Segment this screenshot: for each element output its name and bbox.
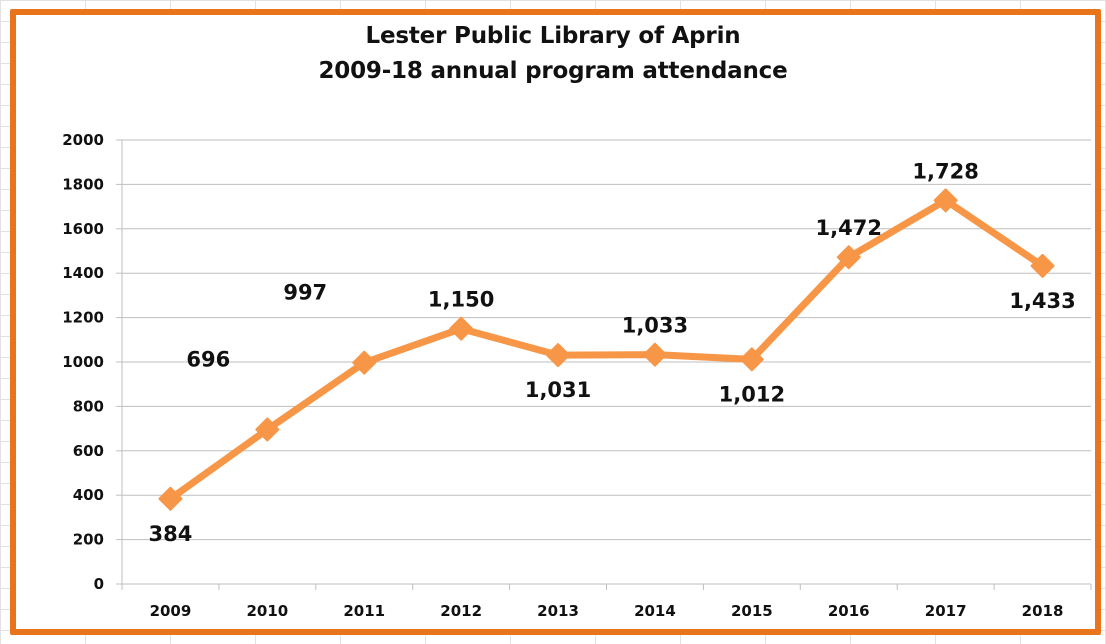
data-label: 1,031 bbox=[525, 378, 591, 402]
x-tick-label: 2009 bbox=[150, 602, 192, 620]
data-point-marker[interactable] bbox=[158, 486, 183, 511]
x-tick-label: 2011 bbox=[343, 602, 385, 620]
chart-frame[interactable] bbox=[10, 9, 1101, 635]
data-point-marker[interactable] bbox=[449, 316, 474, 341]
data-label: 1,033 bbox=[622, 314, 688, 338]
y-tick-label: 600 bbox=[73, 442, 104, 460]
chart-title-line-1: Lester Public Library of Aprin bbox=[365, 23, 741, 49]
y-tick-label: 1000 bbox=[62, 353, 104, 371]
data-label: 1,150 bbox=[428, 288, 494, 312]
data-point-marker[interactable] bbox=[352, 350, 377, 375]
x-tick-label: 2015 bbox=[731, 602, 773, 620]
y-tick-label: 1600 bbox=[62, 220, 104, 238]
data-point-marker[interactable] bbox=[933, 188, 958, 213]
data-point-marker[interactable] bbox=[642, 342, 667, 367]
x-tick-label: 2012 bbox=[440, 602, 482, 620]
chart-title-line-2: 2009-18 annual program attendance bbox=[318, 58, 788, 84]
y-tick-label: 400 bbox=[73, 486, 104, 504]
data-label: 1,728 bbox=[912, 159, 978, 183]
chart-title: Lester Public Library of Aprin 2009-18 a… bbox=[0, 19, 1106, 89]
y-tick-label: 800 bbox=[73, 397, 104, 415]
data-label: 384 bbox=[149, 522, 193, 546]
x-tick-label: 2016 bbox=[828, 602, 870, 620]
data-point-marker[interactable] bbox=[546, 343, 571, 368]
data-label: 1,012 bbox=[719, 382, 785, 406]
data-label: 696 bbox=[186, 347, 230, 371]
data-label: 1,472 bbox=[816, 216, 882, 240]
data-label: 997 bbox=[283, 281, 327, 305]
y-tick-label: 1800 bbox=[62, 175, 104, 193]
y-tick-label: 1400 bbox=[62, 264, 104, 282]
y-tick-label: 200 bbox=[73, 531, 104, 549]
y-tick-label: 0 bbox=[94, 575, 104, 593]
x-tick-label: 2010 bbox=[246, 602, 288, 620]
data-label: 1,433 bbox=[1009, 289, 1075, 313]
y-tick-label: 1200 bbox=[62, 309, 104, 327]
x-tick-label: 2014 bbox=[634, 602, 676, 620]
x-tick-label: 2013 bbox=[537, 602, 579, 620]
x-tick-label: 2018 bbox=[1022, 602, 1064, 620]
x-tick-label: 2017 bbox=[925, 602, 967, 620]
data-point-marker[interactable] bbox=[255, 417, 280, 442]
data-point-marker[interactable] bbox=[739, 347, 764, 372]
y-tick-label: 2000 bbox=[62, 131, 104, 149]
series-line bbox=[166, 196, 1047, 503]
data-point-marker[interactable] bbox=[836, 245, 861, 270]
data-point-marker[interactable] bbox=[1030, 253, 1055, 278]
